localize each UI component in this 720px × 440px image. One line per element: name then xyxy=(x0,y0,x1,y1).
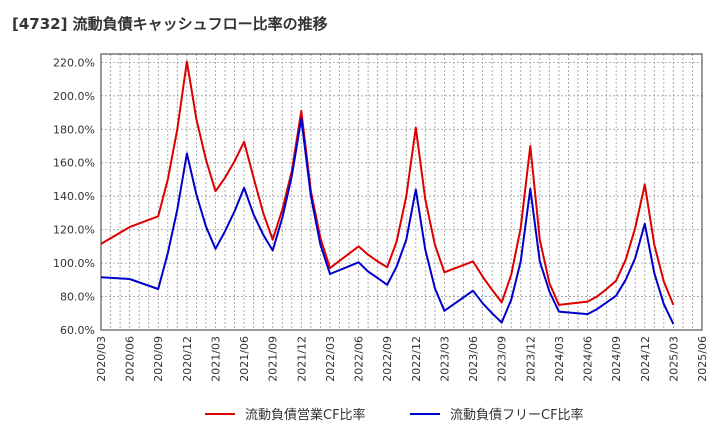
plot-area xyxy=(101,54,702,330)
x-tick-label: 2020/06 xyxy=(124,336,137,382)
legend-label: 流動負債営業CF比率 xyxy=(245,407,366,423)
legend: 流動負債営業CF比率 流動負債フリーCF比率 xyxy=(205,407,584,423)
x-tick-label: 2021/06 xyxy=(238,336,251,382)
x-tick-label: 2022/03 xyxy=(324,336,337,382)
x-tick-label: 2021/03 xyxy=(209,336,222,382)
y-tick-label: 220.0% xyxy=(53,56,95,69)
x-tick-label: 2023/06 xyxy=(467,336,480,382)
x-tick-label: 2020/09 xyxy=(152,336,165,382)
y-tick-label: 120.0% xyxy=(53,224,95,237)
y-tick-label: 80.0% xyxy=(60,291,95,304)
x-tick-label: 2023/09 xyxy=(496,336,509,382)
y-tick-label: 200.0% xyxy=(53,90,95,103)
series-line-2 xyxy=(100,117,675,325)
grid xyxy=(100,54,703,331)
x-tick-label: 2022/12 xyxy=(410,336,423,382)
x-tick-label: 2024/03 xyxy=(553,336,566,382)
y-tick-label: 60.0% xyxy=(60,324,95,337)
x-tick-label: 2024/12 xyxy=(639,336,652,382)
x-tick-label: 2024/09 xyxy=(610,336,623,382)
x-tick-label: 2025/03 xyxy=(667,336,680,382)
legend-label: 流動負債フリーCF比率 xyxy=(450,407,584,423)
y-tick-label: 160.0% xyxy=(53,157,95,170)
y-tick-label: 100.0% xyxy=(53,257,95,270)
y-tick-label: 140.0% xyxy=(53,190,95,203)
x-tick-label: 2023/03 xyxy=(438,336,451,382)
x-tick-label: 2024/06 xyxy=(582,336,595,382)
y-tick-label: 180.0% xyxy=(53,123,95,136)
x-tick-label: 2021/09 xyxy=(267,336,280,382)
x-tick-label: 2022/09 xyxy=(381,336,394,382)
x-tick-label: 2023/12 xyxy=(524,336,537,382)
x-tick-label: 2020/03 xyxy=(95,336,108,382)
x-tick-label: 2022/06 xyxy=(353,336,366,382)
chart-title: [4732] 流動負債キャッシュフロー比率の推移 xyxy=(12,15,328,33)
x-tick-label: 2025/06 xyxy=(696,336,709,382)
series-line-1 xyxy=(100,60,675,306)
x-tick-label: 2021/12 xyxy=(295,336,308,382)
x-tick-label: 2020/12 xyxy=(181,336,194,382)
plot-frame xyxy=(100,53,703,331)
